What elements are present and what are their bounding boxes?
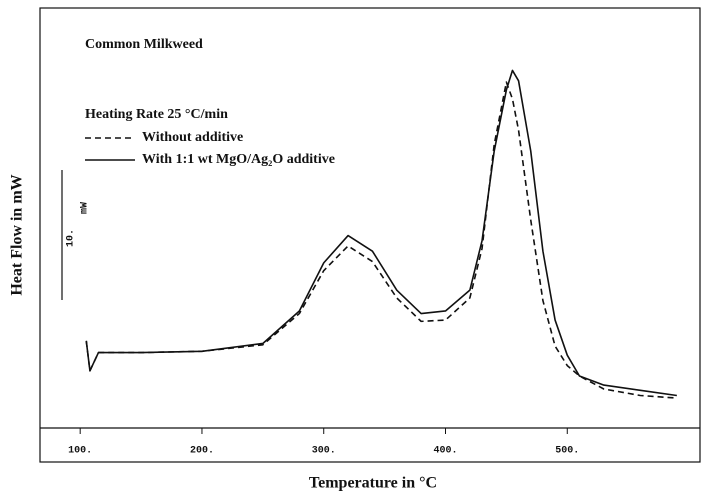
series-line (85, 69, 677, 397)
x-tick-label: 300. (312, 446, 336, 457)
scale-bar-unit: mW (80, 202, 91, 214)
frame (39, 7, 701, 463)
legend-label: With 1:1 wt MgO/Ag₂O additive (142, 152, 335, 167)
subtitle: Heating Rate 25 °C/min (85, 107, 228, 122)
legend-label: Without additive (142, 130, 243, 145)
y-axis-label: Heat Flow in mW (9, 174, 26, 295)
x-tick-label: 400. (433, 446, 457, 457)
x-tick-label: 100. (68, 446, 92, 457)
x-tick-label: 200. (190, 446, 214, 457)
chart-title: Common Milkweed (85, 37, 203, 52)
scale-bar-label: 10. (66, 229, 77, 247)
x-axis-label: Temperature in °C (309, 475, 437, 492)
x-tick-label: 500. (555, 446, 579, 457)
